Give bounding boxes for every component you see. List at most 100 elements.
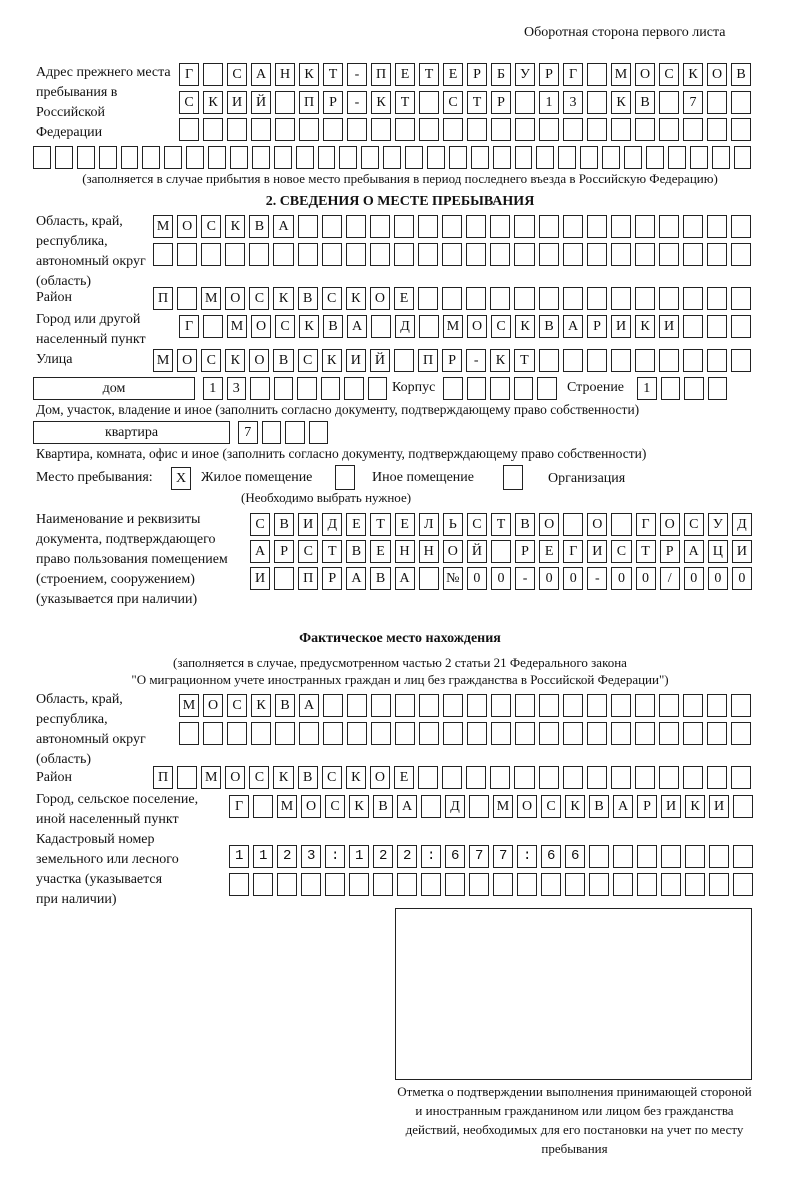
char-cell[interactable]: О xyxy=(635,63,655,86)
char-cell[interactable]: 3 xyxy=(226,377,246,400)
char-cell[interactable]: Д xyxy=(445,795,465,818)
char-cell[interactable]: К xyxy=(225,349,246,372)
char-cell[interactable]: К xyxy=(490,349,511,372)
char-cell[interactable]: С xyxy=(321,287,342,310)
char-cell[interactable]: К xyxy=(299,63,319,86)
char-cell[interactable] xyxy=(466,215,487,238)
char-cell[interactable] xyxy=(443,118,463,141)
char-cell[interactable] xyxy=(634,287,655,310)
char-cell[interactable] xyxy=(733,795,753,818)
char-cell[interactable] xyxy=(683,287,704,310)
checkbox-residential[interactable]: X xyxy=(171,467,191,490)
char-cell[interactable]: 1 xyxy=(539,91,559,114)
char-cell[interactable]: М xyxy=(443,315,463,338)
char-cell[interactable] xyxy=(297,243,318,266)
char-cell[interactable]: 1 xyxy=(203,377,223,400)
char-cell[interactable] xyxy=(731,118,751,141)
char-cell[interactable]: С xyxy=(179,91,199,114)
char-cell[interactable] xyxy=(492,146,511,169)
char-cell[interactable] xyxy=(227,722,247,745)
char-cell[interactable] xyxy=(418,766,439,789)
char-cell[interactable] xyxy=(179,118,199,141)
char-cell[interactable]: - xyxy=(587,567,608,590)
char-cell[interactable]: А xyxy=(299,694,319,717)
char-cell[interactable]: М xyxy=(201,766,222,789)
char-cell[interactable] xyxy=(683,243,704,266)
char-cell[interactable] xyxy=(541,873,561,896)
char-cell[interactable] xyxy=(683,118,703,141)
char-cell[interactable]: 0 xyxy=(683,567,704,590)
char-cell[interactable]: Е xyxy=(395,63,415,86)
char-cell[interactable] xyxy=(373,873,393,896)
char-cell[interactable]: О xyxy=(225,287,246,310)
char-cell[interactable]: К xyxy=(635,315,655,338)
char-cell[interactable] xyxy=(419,118,439,141)
document-row-3[interactable]: И П Р А В А № 0 0-0 0-0 0/0 0 0 xyxy=(250,567,756,590)
char-cell[interactable]: К xyxy=(345,287,366,310)
char-cell[interactable] xyxy=(731,91,751,114)
char-cell[interactable] xyxy=(325,873,345,896)
actual-region-row-2[interactable] xyxy=(179,722,755,745)
char-cell[interactable] xyxy=(538,243,559,266)
char-cell[interactable] xyxy=(685,845,705,868)
char-cell[interactable] xyxy=(469,873,489,896)
char-cell[interactable]: 0 xyxy=(539,567,560,590)
char-cell[interactable] xyxy=(611,722,631,745)
char-cell[interactable]: М xyxy=(277,795,297,818)
char-cell[interactable]: К xyxy=(299,315,319,338)
char-cell[interactable] xyxy=(469,795,489,818)
char-cell[interactable]: И xyxy=(250,567,271,590)
char-cell[interactable] xyxy=(448,146,467,169)
char-cell[interactable]: Е xyxy=(370,540,391,563)
char-cell[interactable]: Г xyxy=(563,63,583,86)
char-cell[interactable] xyxy=(684,377,704,400)
char-cell[interactable]: П xyxy=(418,349,439,372)
char-cell[interactable] xyxy=(683,694,703,717)
char-cell[interactable] xyxy=(418,567,439,590)
char-cell[interactable]: С xyxy=(249,766,270,789)
char-cell[interactable] xyxy=(515,694,535,717)
char-cell[interactable] xyxy=(442,215,463,238)
char-cell[interactable]: Р xyxy=(515,540,536,563)
char-cell[interactable] xyxy=(275,91,295,114)
char-cell[interactable] xyxy=(54,146,73,169)
char-cell[interactable] xyxy=(514,243,535,266)
char-cell[interactable]: К xyxy=(685,795,705,818)
char-cell[interactable] xyxy=(514,146,533,169)
char-cell[interactable]: О xyxy=(177,215,198,238)
char-cell[interactable] xyxy=(297,215,318,238)
char-cell[interactable] xyxy=(395,722,415,745)
char-cell[interactable] xyxy=(253,795,273,818)
char-cell[interactable] xyxy=(659,694,679,717)
char-cell[interactable]: Р xyxy=(442,349,463,372)
char-cell[interactable] xyxy=(201,243,222,266)
char-cell[interactable] xyxy=(731,722,751,745)
char-cell[interactable] xyxy=(321,215,342,238)
char-cell[interactable]: С xyxy=(443,91,463,114)
char-cell[interactable] xyxy=(637,845,657,868)
char-cell[interactable] xyxy=(466,766,487,789)
char-cell[interactable] xyxy=(261,421,281,444)
char-cell[interactable] xyxy=(493,873,513,896)
char-cell[interactable]: О xyxy=(442,540,463,563)
char-cell[interactable]: А xyxy=(563,315,583,338)
char-cell[interactable]: 0 xyxy=(611,567,632,590)
char-cell[interactable]: Р xyxy=(274,540,295,563)
char-cell[interactable]: А xyxy=(394,567,415,590)
char-cell[interactable]: Ь xyxy=(442,513,463,536)
char-cell[interactable] xyxy=(634,243,655,266)
char-cell[interactable] xyxy=(634,766,655,789)
char-cell[interactable] xyxy=(419,694,439,717)
char-cell[interactable] xyxy=(659,91,679,114)
char-cell[interactable] xyxy=(707,722,727,745)
char-cell[interactable]: П xyxy=(371,63,391,86)
char-cell[interactable] xyxy=(347,118,367,141)
char-cell[interactable]: Р xyxy=(491,91,511,114)
flat-number-field[interactable]: 7 xyxy=(238,421,332,444)
char-cell[interactable] xyxy=(427,146,445,169)
char-cell[interactable]: И xyxy=(731,540,752,563)
char-cell[interactable]: Т xyxy=(323,63,343,86)
char-cell[interactable] xyxy=(610,766,631,789)
